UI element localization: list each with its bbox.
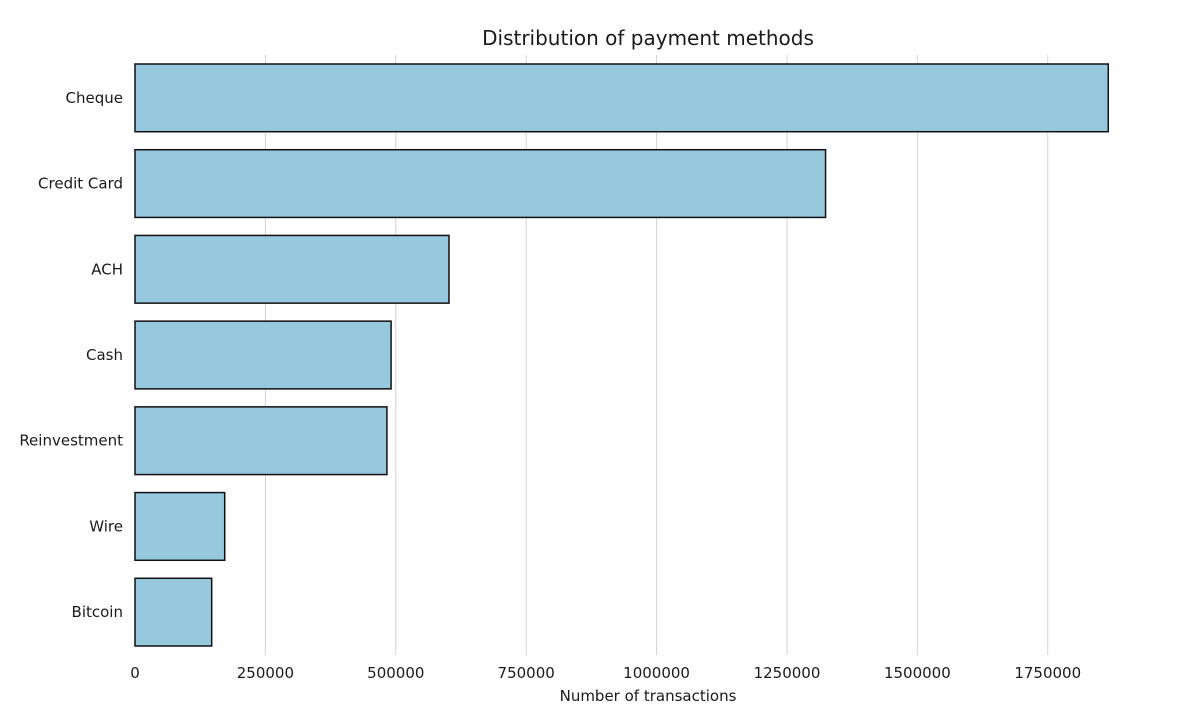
bar-ach bbox=[134, 234, 450, 304]
x-tick-label-4: 1000000 bbox=[623, 664, 690, 682]
x-axis-label: Number of transactions bbox=[560, 687, 737, 705]
category-label-reinvestment: Reinvestment bbox=[19, 432, 123, 450]
x-tick-label-3: 750000 bbox=[498, 664, 555, 682]
chart-title: Distribution of payment methods bbox=[482, 26, 814, 50]
bar-bitcoin bbox=[134, 577, 213, 647]
category-label-ach: ACH bbox=[91, 260, 123, 278]
x-tick-label-6: 1500000 bbox=[884, 664, 951, 682]
category-label-credit-card: Credit Card bbox=[38, 175, 123, 193]
category-label-cash: Cash bbox=[86, 346, 123, 364]
bar-cheque bbox=[134, 63, 1110, 133]
bar-reinvestment bbox=[134, 406, 388, 476]
x-tick-label-0: 0 bbox=[130, 664, 140, 682]
x-tick-label-7: 1750000 bbox=[1014, 664, 1081, 682]
category-label-cheque: Cheque bbox=[66, 89, 123, 107]
bar-wire bbox=[134, 491, 226, 562]
x-tick-label-2: 500000 bbox=[367, 664, 424, 682]
x-tick-label-1: 250000 bbox=[237, 664, 294, 682]
category-labels: Cheque Credit Card ACH Cash Reinvestment Wire… bbox=[19, 89, 123, 621]
category-label-bitcoin: Bitcoin bbox=[72, 603, 123, 621]
x-tick-labels: 0 250000 500000 750000 1000000 1250000 1500000… bbox=[130, 664, 1081, 682]
bars bbox=[134, 63, 1110, 647]
bar-credit-card bbox=[134, 148, 827, 219]
x-tick-label-5: 1250000 bbox=[754, 664, 821, 682]
bar-cash bbox=[134, 320, 392, 390]
category-label-wire: Wire bbox=[89, 517, 123, 535]
